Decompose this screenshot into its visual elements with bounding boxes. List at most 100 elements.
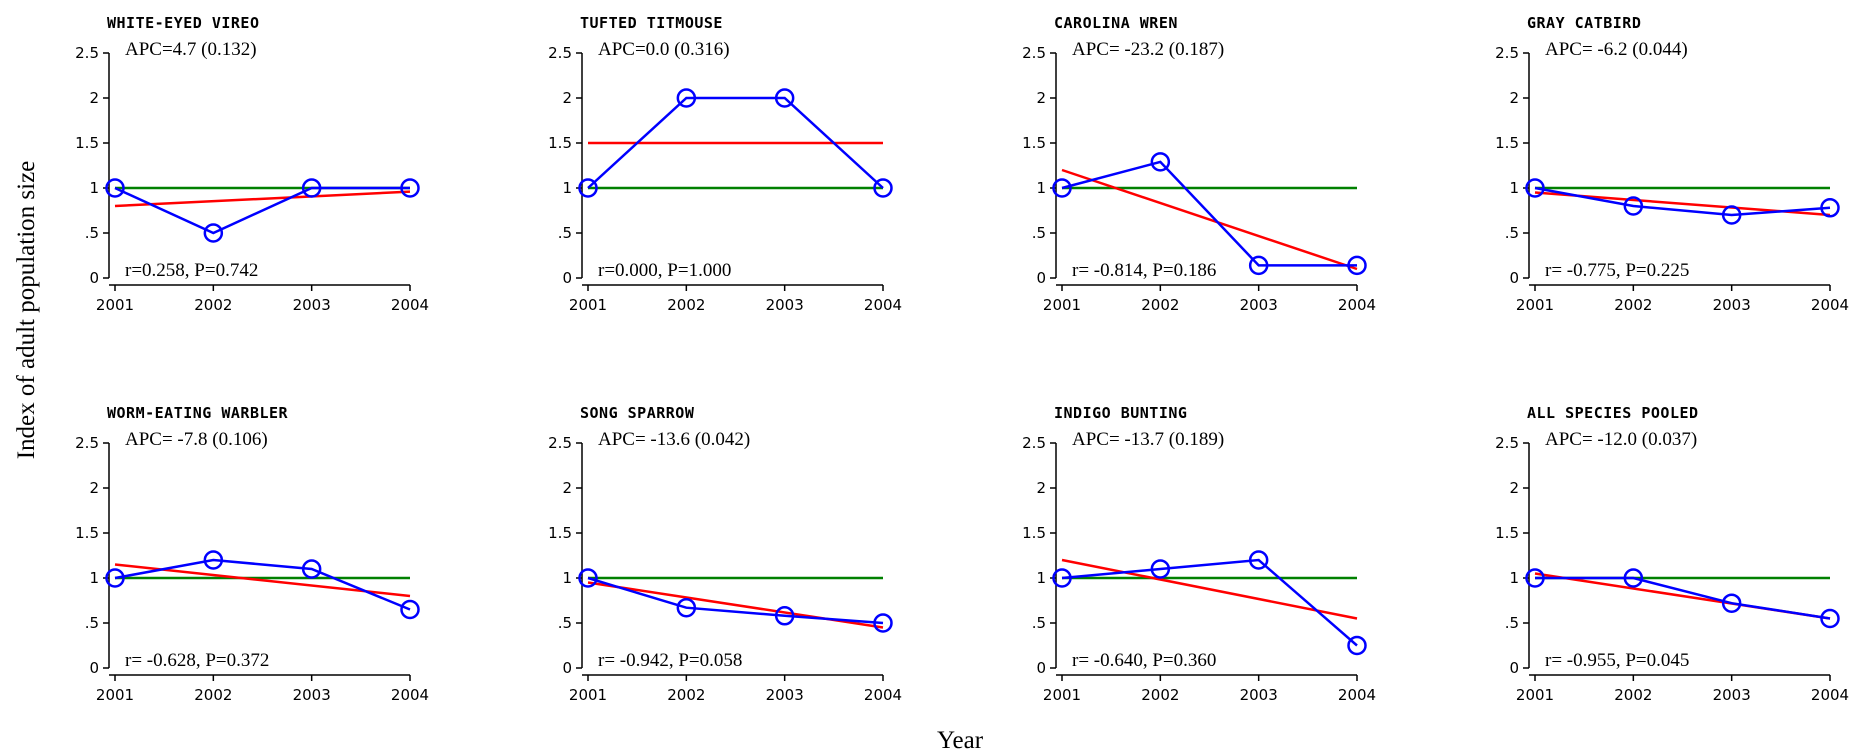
y-tick-label: 2.5	[1495, 434, 1519, 452]
y-tick-label: 0	[1036, 269, 1046, 287]
panel-title: WORM-EATING WARBLER	[107, 404, 289, 422]
x-tick-label: 2001	[569, 296, 607, 314]
y-tick-label: 1	[1509, 179, 1519, 197]
y-tick-label: 2	[89, 89, 99, 107]
y-tick-label: 2.5	[75, 434, 99, 452]
observed-point	[1820, 608, 1840, 629]
y-tick-label: 0	[89, 269, 99, 287]
y-tick-label: 1.5	[548, 524, 572, 542]
apc-annotation: APC=0.0 (0.316)	[598, 39, 730, 60]
y-tick-label: .5	[558, 224, 572, 242]
y-tick-label: 1.5	[75, 134, 99, 152]
observed-point	[578, 568, 598, 588]
observed-point	[1347, 255, 1367, 276]
observed-point	[301, 559, 322, 579]
observed-point	[1525, 178, 1545, 198]
panel-title: ALL SPECIES POOLED	[1527, 404, 1699, 422]
x-tick-label: 2002	[1141, 296, 1179, 314]
x-tick-label: 2003	[766, 686, 804, 704]
correlation-annotation: r=0.258, P=0.742	[125, 260, 258, 281]
observed-line	[1535, 576, 1831, 620]
y-axis-label: Index of adult population size	[13, 161, 40, 460]
panel-3: CAROLINA WREN 0 .5 1 1.5 2 2.5 2001 2002 2003 2004…	[1022, 14, 1376, 314]
x-tick-label: 2002	[1614, 686, 1652, 704]
panel-6: SONG SPARROW 0 .5 1 1.5 2 2.5 2001 2002 2003 2004 A…	[548, 404, 902, 704]
x-tick-label: 2001	[1516, 296, 1554, 314]
observed-line	[1534, 186, 1831, 217]
x-tick-label: 2004	[864, 296, 902, 314]
x-tick-label: 2001	[1043, 686, 1081, 704]
observed-point	[1248, 550, 1269, 570]
x-tick-label: 2001	[569, 686, 607, 704]
x-tick-label: 2001	[96, 686, 134, 704]
trend-line	[114, 190, 411, 208]
observed-point	[1721, 205, 1742, 225]
y-tick-label: 1.5	[548, 134, 572, 152]
observed-point	[1248, 255, 1269, 276]
observed-point	[774, 88, 795, 108]
observed-point	[1820, 198, 1840, 218]
x-tick-label: 2004	[391, 686, 429, 704]
observed-line	[1061, 558, 1358, 647]
y-tick-label: 1.5	[1495, 524, 1519, 542]
x-axis-label: Year	[937, 727, 984, 752]
y-tick-label: 2.5	[1022, 434, 1046, 452]
observed-point	[873, 178, 893, 198]
x-tick-label: 2004	[1338, 296, 1376, 314]
x-tick-label: 2003	[293, 296, 331, 314]
y-tick-label: 1	[1036, 569, 1046, 587]
observed-point	[676, 597, 697, 618]
y-tick-label: 0	[562, 659, 572, 677]
y-tick-label: .5	[85, 614, 99, 632]
y-tick-label: 1.5	[1495, 134, 1519, 152]
observed-point	[400, 599, 420, 620]
apc-annotation: APC= -13.6 (0.042)	[598, 429, 750, 450]
y-tick-label: .5	[1505, 614, 1519, 632]
observed-line	[587, 96, 884, 189]
y-tick-label: 0	[1036, 659, 1046, 677]
x-tick-label: 2003	[1240, 686, 1278, 704]
y-tick-label: 2	[1509, 479, 1519, 497]
panel-4: GRAY CATBIRD 0 .5 1 1.5 2 2.5 2001 2002 2003 2004 A…	[1495, 14, 1849, 314]
y-tick-label: 2	[89, 479, 99, 497]
y-tick-label: 0	[1509, 269, 1519, 287]
x-tick-label: 2002	[667, 686, 705, 704]
observed-point	[1052, 568, 1072, 588]
panel-title: SONG SPARROW	[580, 404, 695, 422]
y-tick-label: 1	[89, 569, 99, 587]
x-tick-label: 2002	[194, 296, 232, 314]
observed-point	[1347, 635, 1367, 656]
observed-point	[578, 178, 598, 198]
panel-title: GRAY CATBIRD	[1527, 14, 1641, 32]
observed-point	[301, 178, 322, 198]
observed-line	[587, 576, 884, 625]
y-tick-label: 1	[89, 179, 99, 197]
y-tick-label: 1	[1509, 569, 1519, 587]
observed-line	[114, 186, 410, 235]
correlation-annotation: r= -0.628, P=0.372	[125, 650, 269, 671]
apc-annotation: APC= -6.2 (0.044)	[1545, 39, 1688, 60]
x-tick-label: 2001	[1516, 686, 1554, 704]
panel-title: INDIGO BUNTING	[1054, 404, 1187, 422]
observed-point	[1623, 568, 1644, 588]
y-tick-label: 2.5	[75, 44, 99, 62]
trend-line	[1061, 168, 1358, 271]
y-tick-label: 1	[562, 179, 572, 197]
x-tick-label: 2004	[1811, 686, 1849, 704]
y-tick-label: 1.5	[1022, 524, 1046, 542]
x-tick-label: 2003	[293, 686, 331, 704]
y-tick-label: 2	[1509, 89, 1519, 107]
y-tick-label: 0	[562, 269, 572, 287]
x-tick-label: 2002	[1141, 686, 1179, 704]
y-tick-label: 1	[562, 569, 572, 587]
y-tick-label: 1.5	[75, 524, 99, 542]
y-tick-label: .5	[1032, 614, 1046, 632]
observed-point	[1525, 568, 1545, 588]
y-tick-label: 1	[1036, 179, 1046, 197]
correlation-annotation: r= -0.955, P=0.045	[1545, 650, 1689, 671]
y-tick-label: 2.5	[1495, 44, 1519, 62]
x-tick-label: 2003	[1713, 296, 1751, 314]
observed-point	[203, 223, 224, 243]
y-tick-label: 2	[1036, 89, 1046, 107]
panel-title: WHITE-EYED VIREO	[107, 14, 260, 32]
